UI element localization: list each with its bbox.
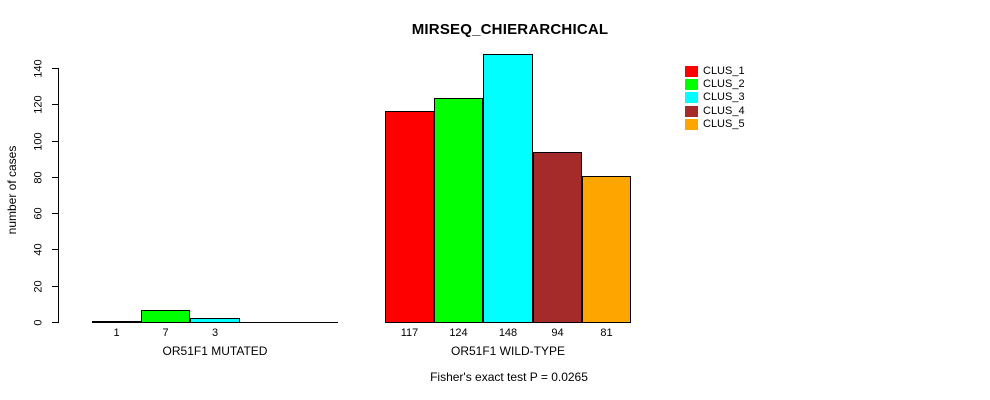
y-axis-title: number of cases — [5, 145, 19, 235]
bar-value-label: 81 — [600, 327, 613, 339]
y-axis-tick-label: 80 — [32, 170, 44, 184]
bar-value-label: 117 — [400, 327, 419, 339]
fisher-test-footnote: Fisher's exact test P = 0.0265 — [430, 370, 588, 384]
bar-value-label: 94 — [551, 327, 564, 339]
bar-clus-2 — [141, 310, 190, 323]
legend-label: CLUS_3 — [703, 91, 745, 103]
bar-value-label: 124 — [449, 327, 468, 339]
y-axis-tick — [52, 104, 58, 105]
clus-1-legend-swatch — [685, 66, 698, 77]
y-axis-tick-label: 140 — [32, 58, 44, 78]
legend-label: CLUS_5 — [703, 118, 745, 130]
y-axis-tick-label: 0 — [32, 318, 44, 326]
y-axis-tick — [52, 177, 58, 178]
bar-clus-1 — [385, 111, 434, 323]
y-axis-tick-label: 40 — [32, 242, 44, 256]
legend-label: CLUS_4 — [703, 105, 745, 117]
bar-value-label: 1 — [113, 327, 120, 339]
y-axis-tick — [52, 322, 58, 323]
y-axis-tick-label: 60 — [32, 206, 44, 220]
y-axis-tick — [52, 213, 58, 214]
bar-clus-3 — [483, 54, 533, 323]
bar-clus-5 — [582, 176, 631, 323]
y-axis-tick-label: 20 — [32, 279, 44, 293]
group-label: OR51F1 WILD-TYPE — [450, 344, 566, 358]
chart-title: MIRSEQ_CHIERARCHICAL — [411, 21, 609, 38]
legend-label: CLUS_2 — [703, 78, 745, 90]
y-axis-tick-label: 100 — [32, 131, 44, 151]
y-axis-tick — [52, 286, 58, 287]
y-axis-tick — [52, 249, 58, 250]
bar-clus-1 — [92, 321, 141, 323]
clus-5-legend-swatch — [685, 119, 698, 130]
y-axis-tick-label: 120 — [32, 94, 44, 114]
group-label: OR51F1 MUTATED — [162, 344, 268, 358]
clus-4-legend-swatch — [685, 106, 698, 117]
clus-3-legend-swatch — [685, 92, 698, 103]
bar-value-label: 7 — [162, 327, 169, 339]
legend-label: CLUS_1 — [703, 65, 745, 77]
bar-value-label: 3 — [211, 327, 219, 339]
bar-value-label: 148 — [498, 327, 518, 339]
bar-clus-4 — [533, 152, 582, 323]
bar-clus-3 — [190, 318, 240, 323]
y-axis-tick — [52, 68, 58, 69]
y-axis-tick — [52, 141, 58, 142]
bar-clus-2 — [434, 98, 483, 323]
y-axis-line — [58, 68, 59, 323]
clus-2-legend-swatch — [685, 79, 698, 90]
